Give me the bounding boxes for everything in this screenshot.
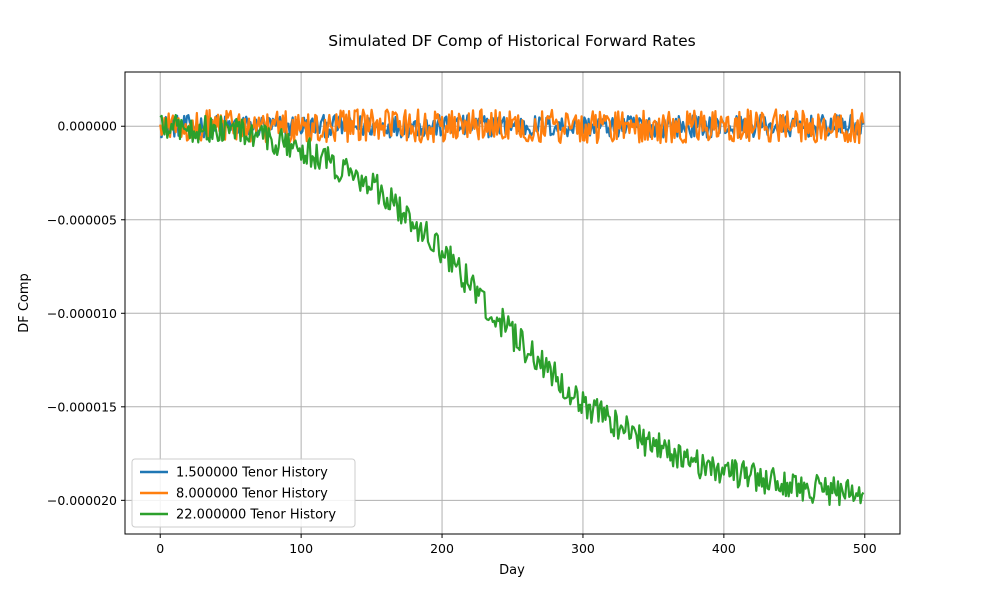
- legend: 1.500000 Tenor History 8.000000 Tenor His…: [131, 458, 356, 528]
- y-tick-label: −0.000005: [47, 212, 117, 227]
- y-tick-label: −0.000010: [47, 306, 117, 321]
- legend-label-2: 8.000000 Tenor History: [176, 487, 328, 502]
- y-tick-label: −0.000020: [47, 493, 117, 508]
- plot-frame: [124, 71, 901, 535]
- y-axis: 0.000000 −0.000005 −0.000010 −0.000015 −0.00…: [47, 119, 125, 508]
- x-tick-label: 400: [712, 541, 736, 556]
- x-tick-label: 0: [156, 541, 164, 556]
- x-tick-label: 100: [289, 541, 313, 556]
- legend-box: [131, 458, 356, 528]
- series-line-3: [159, 113, 865, 507]
- series-group: [159, 108, 865, 507]
- series-line-2: [159, 108, 865, 145]
- x-tick-label: 300: [571, 541, 595, 556]
- chart-title: Simulated DF Comp of Historical Forward …: [328, 32, 695, 50]
- x-tick-label: 500: [853, 541, 877, 556]
- legend-label-1: 1.500000 Tenor History: [176, 466, 328, 481]
- x-axis-label: Day: [499, 563, 525, 578]
- y-tick-label: −0.000015: [47, 399, 117, 414]
- x-axis: 0 100 200 300 400 500: [156, 534, 877, 556]
- y-axis-label: DF Comp: [17, 273, 32, 333]
- legend-label-3: 22.000000 Tenor History: [176, 508, 336, 523]
- x-tick-label: 200: [430, 541, 454, 556]
- y-tick-label: 0.000000: [57, 119, 117, 134]
